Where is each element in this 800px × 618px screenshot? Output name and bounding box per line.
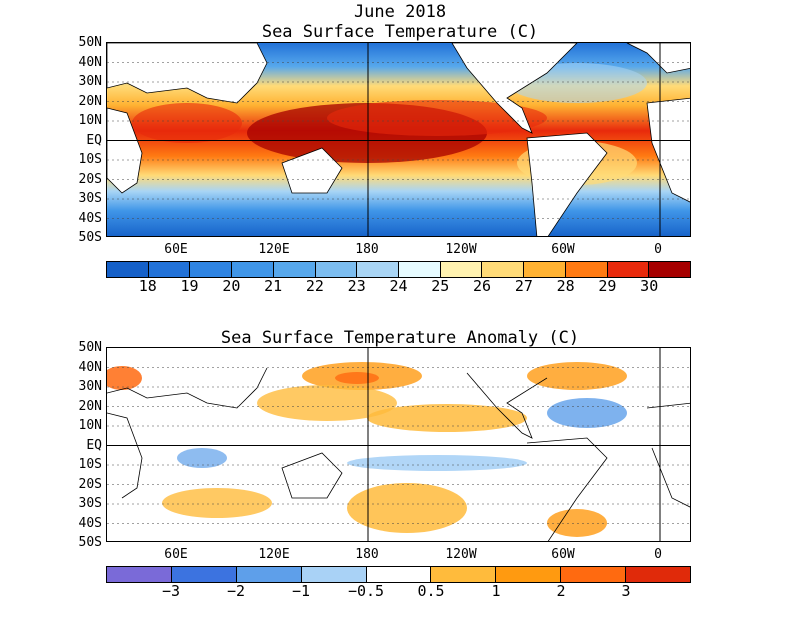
- north-america-landmass: [451, 43, 578, 134]
- lat-label: 30S: [78, 496, 102, 511]
- anomaly-colorbar: [106, 566, 691, 583]
- colorbar-tick-label: −1: [291, 582, 311, 600]
- colorbar-tick-label: 26: [473, 277, 492, 295]
- colorbar-swatch: [626, 567, 691, 582]
- indian-ocean-warm: [132, 103, 242, 143]
- anomaly-map: [107, 348, 690, 541]
- colorbar-tick-label: 27: [514, 277, 533, 295]
- sst-map: [107, 43, 690, 236]
- lon-label: 60W: [551, 242, 575, 257]
- lat-label: 30S: [78, 191, 102, 206]
- colorbar-swatch: [273, 262, 316, 277]
- lat-label: 20S: [78, 172, 102, 187]
- colorbar-tick-label: 2: [556, 582, 566, 600]
- lat-label: 50N: [78, 35, 102, 50]
- lon-label: 120W: [445, 547, 477, 562]
- colorbar-tick-label: 30: [640, 277, 659, 295]
- lon-label: 120E: [258, 547, 290, 562]
- colorbar-tick-label: −0.5: [347, 582, 385, 600]
- colorbar-swatch: [171, 567, 237, 582]
- colorbar-tick-label: 18: [138, 277, 157, 295]
- colorbar-swatch: [440, 262, 483, 277]
- west-africa-landmass: [646, 97, 690, 203]
- lon-label: 180: [355, 242, 379, 257]
- colorbar-swatch: [482, 262, 525, 277]
- lat-label: 30N: [78, 74, 102, 89]
- colorbar-tick-label: 1: [491, 582, 501, 600]
- sst-colorbar: [106, 261, 691, 278]
- colorbar-swatch: [524, 262, 566, 277]
- lat-label: 20N: [78, 94, 102, 109]
- anomaly-panel-title: Sea Surface Temperature Anomaly (C): [220, 328, 580, 348]
- colorbar-swatch: [607, 262, 650, 277]
- lon-label: 0: [654, 547, 662, 562]
- australia-landmass: [281, 147, 343, 194]
- colorbar-swatch: [301, 567, 367, 582]
- colorbar-tick-label: 0.5: [417, 582, 445, 600]
- colorbar-swatch: [107, 567, 172, 582]
- lat-label: 40N: [78, 360, 102, 375]
- sst-map-panel: [106, 42, 691, 237]
- colorbar-tick-label: 20: [222, 277, 241, 295]
- lat-label: EQ: [86, 133, 102, 148]
- colorbar-swatch: [561, 567, 627, 582]
- colorbar-tick-label: 22: [305, 277, 324, 295]
- lat-label: 20S: [78, 477, 102, 492]
- lat-label: 10N: [78, 418, 102, 433]
- anomaly-map-panel: [106, 347, 691, 542]
- lon-label: 180: [355, 547, 379, 562]
- lon-label: 60W: [551, 547, 575, 562]
- africa-landmass: [107, 107, 143, 194]
- sst-panel-title: Sea Surface Temperature (C): [261, 22, 539, 42]
- colorbar-swatch: [190, 262, 233, 277]
- lat-label: 10N: [78, 113, 102, 128]
- land-masses: [107, 43, 690, 236]
- figure-date-title: June 2018: [353, 2, 447, 22]
- lon-label: 0: [654, 242, 662, 257]
- lat-label: 40N: [78, 55, 102, 70]
- colorbar-swatch: [565, 262, 608, 277]
- lat-label: 20N: [78, 399, 102, 414]
- pacific-warm-band: [327, 100, 547, 136]
- lon-label: 60E: [164, 242, 188, 257]
- colorbar-tick-label: −3: [161, 582, 181, 600]
- lat-label: 40S: [78, 516, 102, 531]
- lon-label: 120W: [445, 242, 477, 257]
- eurasia-landmass: [107, 43, 268, 104]
- colorbar-tick-label: 28: [556, 277, 575, 295]
- colorbar-swatch: [148, 262, 191, 277]
- colorbar-tick-label: 23: [347, 277, 366, 295]
- colorbar-tick-label: 21: [264, 277, 283, 295]
- colorbar-swatch: [366, 567, 432, 582]
- lat-label: 40S: [78, 211, 102, 226]
- colorbar-tick-label: 19: [180, 277, 199, 295]
- colorbar-swatch: [232, 262, 274, 277]
- lat-label: 50S: [78, 535, 102, 550]
- colorbar-swatch: [649, 262, 691, 277]
- europe-landmass: [626, 43, 690, 74]
- lat-label: 10S: [78, 457, 102, 472]
- lat-label: 30N: [78, 379, 102, 394]
- colorbar-swatch: [107, 262, 149, 277]
- lat-label: 50N: [78, 340, 102, 355]
- coastlines: [107, 367, 690, 541]
- lat-label: EQ: [86, 438, 102, 453]
- colorbar-tick-label: 24: [389, 277, 408, 295]
- colorbar-tick-label: −2: [226, 582, 246, 600]
- colorbar-swatch: [431, 567, 497, 582]
- colorbar-tick-label: 25: [431, 277, 450, 295]
- lon-label: 60E: [164, 547, 188, 562]
- lat-label: 10S: [78, 152, 102, 167]
- colorbar-tick-label: 3: [621, 582, 631, 600]
- colorbar-swatch: [357, 262, 400, 277]
- lat-label: 50S: [78, 230, 102, 245]
- lon-label: 120E: [258, 242, 290, 257]
- colorbar-swatch: [315, 262, 358, 277]
- colorbar-swatch: [496, 567, 562, 582]
- colorbar-swatch: [236, 567, 302, 582]
- colorbar-tick-label: 29: [598, 277, 617, 295]
- south-america-landmass: [526, 132, 608, 236]
- colorbar-swatch: [399, 262, 441, 277]
